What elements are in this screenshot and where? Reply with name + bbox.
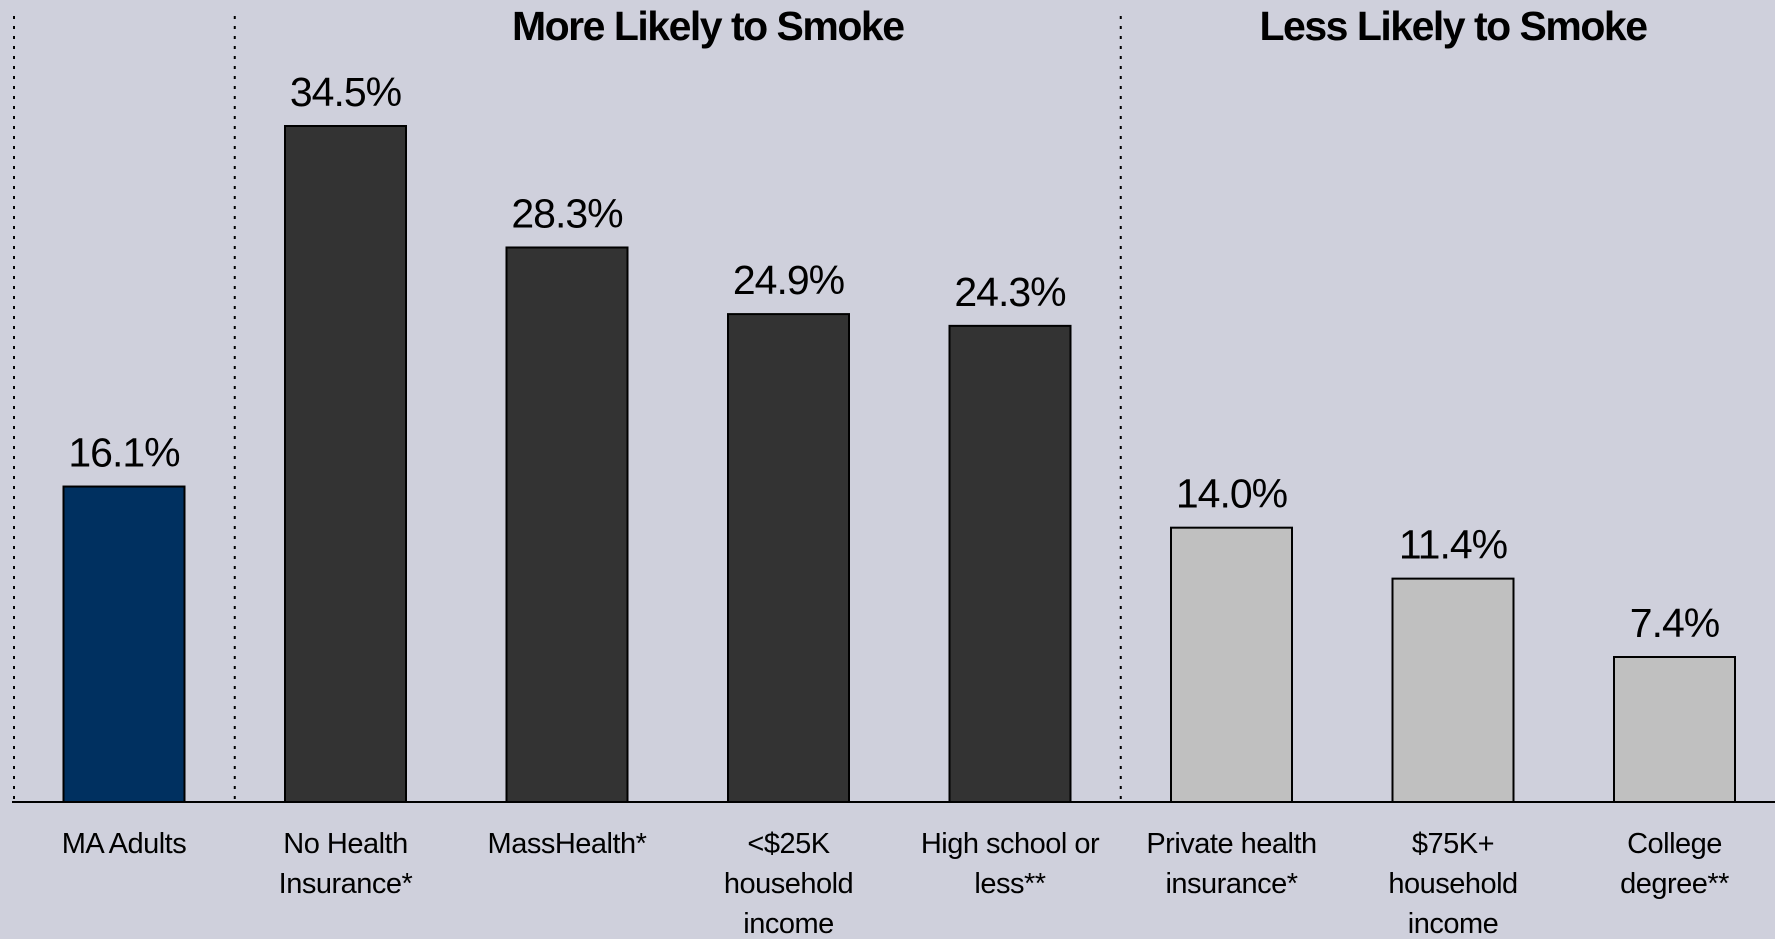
value-labels: 16.1% 34.5% 28.3% 24.9% 24.3% 14.0% 11.4% 7.4% <box>68 69 1720 646</box>
category-label: High school or <box>921 828 1100 860</box>
bar-masshealth <box>505 246 629 803</box>
category-label: degree** <box>1620 868 1729 900</box>
group-title-less-likely-to-smoke: Less Likely to Smoke <box>1259 3 1647 49</box>
category-label: $75K+ <box>1412 828 1494 860</box>
value-label: 11.4% <box>1399 522 1507 568</box>
category-label: <$25K <box>747 828 830 860</box>
category-label: income <box>743 908 834 939</box>
group-titles: More Likely to Smoke Less Likely to Smoke <box>512 3 1649 49</box>
value-label: 28.3% <box>511 190 622 236</box>
category-label: household <box>724 868 853 900</box>
category-label: No Health <box>283 828 407 860</box>
bar-college-degree <box>1613 656 1736 803</box>
bar-75k-household-income <box>1391 577 1515 804</box>
bar-private-health-insurance <box>1170 526 1293 803</box>
category-label: less** <box>974 868 1045 900</box>
category-label: Private health <box>1146 828 1316 860</box>
category-label: Insurance* <box>279 868 413 900</box>
category-label: income <box>1408 908 1499 939</box>
value-label: 24.3% <box>954 269 1065 315</box>
category-label: insurance* <box>1165 868 1297 900</box>
bar-ma-adults <box>62 485 186 803</box>
value-label: 7.4% <box>1630 600 1719 646</box>
value-label: 24.9% <box>733 257 844 303</box>
category-labels: MA Adults No Health Insurance* MassHealth* <… <box>62 828 1730 939</box>
bars <box>62 125 1736 804</box>
value-label: 34.5% <box>290 69 401 115</box>
value-label: 14.0% <box>1176 471 1287 517</box>
category-label: MA Adults <box>62 828 186 860</box>
group-dividers <box>13 16 1122 802</box>
bar-25k-household-income <box>727 313 850 803</box>
category-label: MassHealth* <box>488 828 647 860</box>
category-label: household <box>1388 868 1517 900</box>
value-label: 16.1% <box>68 430 179 476</box>
category-label: College <box>1627 828 1722 860</box>
group-title-more-likely-to-smoke: More Likely to Smoke <box>512 3 904 49</box>
bar-no-health-insurance <box>284 125 407 803</box>
bar-high-school-or-less <box>948 324 1072 803</box>
